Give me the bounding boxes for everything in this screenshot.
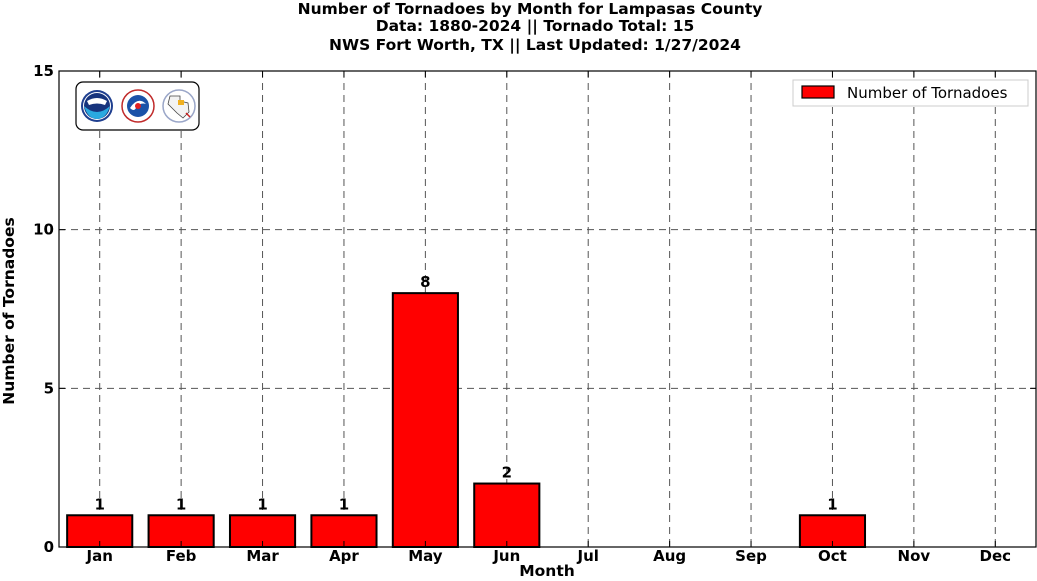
data-label-jun: 2 (502, 464, 512, 482)
x-axis-label: Month (519, 562, 575, 580)
x-tick-label-oct: Oct (818, 547, 847, 565)
data-label-jan: 1 (94, 495, 104, 513)
noaa-logo (81, 90, 113, 122)
data-label-may: 8 (420, 273, 430, 291)
grid-lines (59, 71, 1036, 547)
y-axis-ticks: 0 5 10 15 (33, 62, 1036, 556)
chart-title-line-2: Data: 1880-2024 || Tornado Total: 15 (376, 17, 695, 36)
legend-swatch (801, 85, 835, 99)
data-labels: 1 1 1 1 8 2 1 (94, 273, 837, 513)
x-tick-label-mar: Mar (246, 547, 279, 565)
x-tick-label-sep: Sep (735, 547, 767, 565)
data-label-apr: 1 (339, 495, 349, 513)
x-tick-label-dec: Dec (980, 547, 1012, 565)
x-tick-label-jan: Jan (86, 547, 113, 565)
chart-title-line-1: Number of Tornadoes by Month for Lampasa… (298, 0, 763, 18)
data-label-feb: 1 (176, 495, 186, 513)
legend: Number of Tornadoes (792, 79, 1029, 107)
bar-may (391, 292, 459, 548)
agency-logos (75, 81, 200, 131)
x-tick-label-jun: Jun (492, 547, 520, 565)
national-weather-service-logo (121, 89, 155, 123)
legend-label: Number of Tornadoes (847, 84, 1008, 102)
x-tick-label-jul: Jul (577, 547, 599, 565)
y-tick-label: 5 (44, 379, 54, 397)
data-label-mar: 1 (257, 495, 267, 513)
chart-title: Number of Tornadoes by Month for Lampasa… (298, 0, 763, 55)
y-tick-label: 15 (33, 62, 54, 80)
x-tick-label-aug: Aug (653, 547, 686, 565)
x-tick-label-may: May (408, 547, 443, 565)
bars (66, 292, 867, 548)
x-tick-label-nov: Nov (898, 547, 931, 565)
y-axis-label: Number of Tornadoes (0, 217, 18, 404)
nws-fort-worth-logo (162, 89, 196, 123)
chart-title-line-3: NWS Fort Worth, TX || Last Updated: 1/27… (329, 36, 741, 55)
y-tick-label: 10 (33, 221, 54, 239)
bar-jun (473, 482, 541, 548)
x-tick-label-apr: Apr (329, 547, 359, 565)
y-tick-label: 0 (44, 538, 54, 556)
x-axis-ticks: Jan Feb Mar Apr May Jun Jul Aug Sep Oct Nov Dec (86, 71, 1012, 565)
plot-area-frame (58, 70, 1037, 548)
x-tick-label-feb: Feb (166, 547, 197, 565)
data-label-oct: 1 (827, 495, 837, 513)
